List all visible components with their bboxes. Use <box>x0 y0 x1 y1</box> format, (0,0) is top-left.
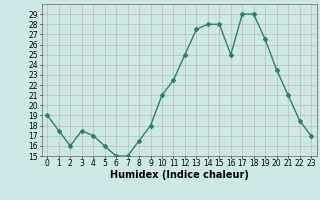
X-axis label: Humidex (Indice chaleur): Humidex (Indice chaleur) <box>110 170 249 180</box>
